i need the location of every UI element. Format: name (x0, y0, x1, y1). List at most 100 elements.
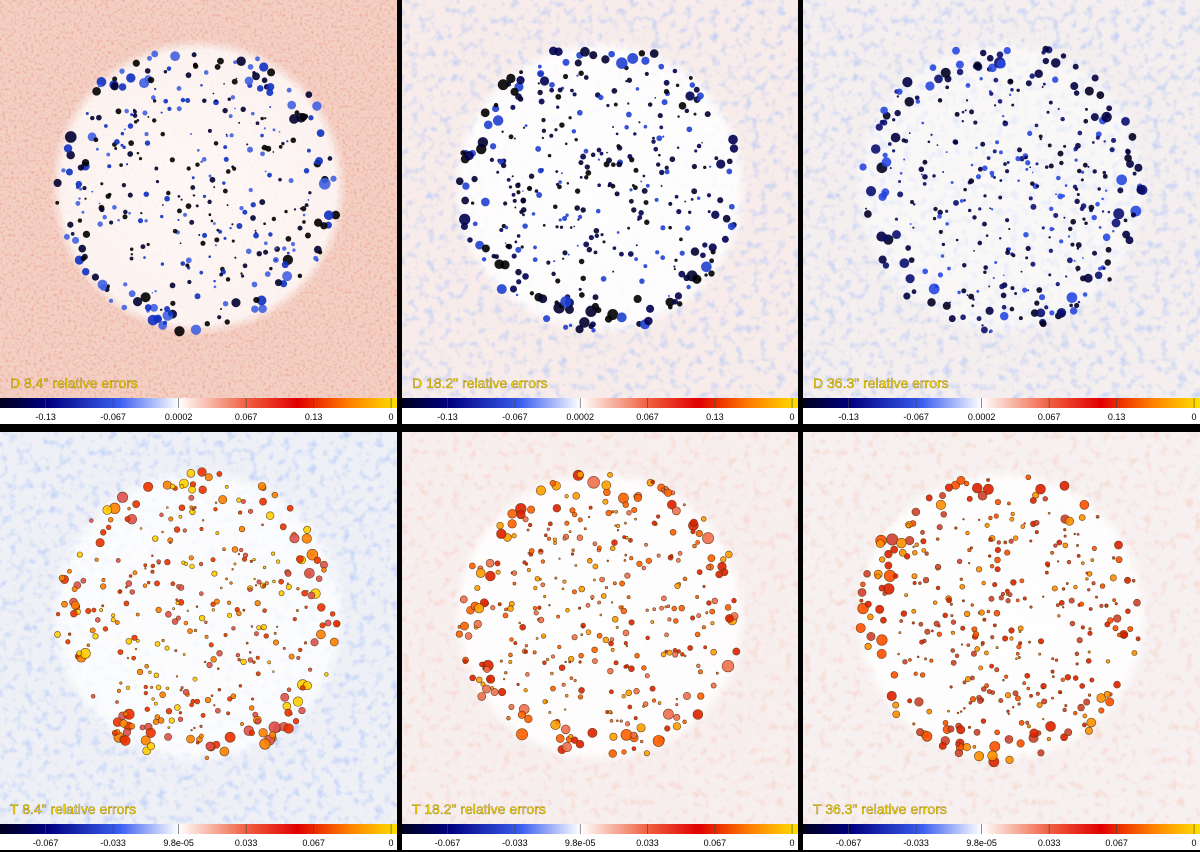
source (226, 600, 232, 605)
source (70, 609, 78, 618)
source (640, 180, 643, 183)
source (541, 136, 544, 140)
source (542, 223, 546, 227)
source (904, 96, 915, 107)
source (905, 523, 911, 529)
source (186, 468, 196, 478)
source (229, 227, 232, 230)
source (982, 165, 988, 171)
source (597, 600, 602, 605)
source (1000, 591, 1006, 597)
source (600, 276, 607, 282)
source (732, 647, 741, 656)
source (1051, 657, 1055, 661)
source (1011, 103, 1015, 107)
source (255, 655, 260, 660)
source (585, 169, 592, 176)
source (1060, 677, 1066, 682)
source (262, 565, 267, 570)
source (714, 156, 719, 161)
source (676, 146, 680, 149)
source (96, 77, 107, 87)
source (511, 570, 518, 576)
source (975, 174, 982, 180)
source (151, 50, 159, 58)
source (926, 708, 933, 715)
source (606, 559, 610, 563)
colorbar (0, 824, 397, 834)
panel: T 8.4" relative errors-0.067 -0.033 9.8e-0… (0, 432, 397, 850)
source (504, 225, 509, 230)
source (576, 244, 579, 247)
source (1117, 187, 1124, 194)
source (950, 630, 955, 635)
source (975, 146, 978, 150)
source (981, 324, 984, 327)
source (231, 546, 239, 553)
source (1072, 63, 1079, 70)
source (80, 256, 86, 262)
source (1102, 173, 1108, 179)
source (569, 226, 573, 229)
source (222, 547, 226, 552)
source (216, 471, 223, 477)
source (661, 99, 668, 106)
source (578, 258, 585, 265)
source (253, 296, 260, 304)
source (983, 265, 988, 270)
source (592, 563, 599, 570)
source (72, 236, 80, 244)
source (892, 230, 901, 240)
source (675, 558, 681, 563)
source (695, 540, 700, 545)
source (1092, 169, 1097, 174)
source (696, 97, 701, 102)
source (946, 597, 953, 604)
source (554, 576, 558, 580)
source (937, 214, 942, 219)
source (945, 209, 949, 213)
source (192, 62, 198, 68)
source (81, 158, 90, 167)
source (188, 494, 195, 501)
source (253, 577, 256, 581)
source (227, 696, 233, 702)
source (139, 77, 150, 89)
source (199, 270, 204, 275)
source (70, 232, 75, 236)
source (633, 132, 637, 136)
source (164, 733, 172, 741)
source (152, 535, 159, 542)
source (201, 519, 205, 522)
source (935, 585, 941, 591)
source (922, 576, 930, 584)
source (1109, 147, 1115, 153)
source (700, 252, 706, 259)
source (996, 51, 1004, 58)
source (1018, 316, 1023, 321)
source (269, 106, 272, 108)
source (855, 623, 866, 633)
source (697, 669, 703, 675)
source (269, 266, 273, 271)
source (1044, 165, 1049, 169)
source (1085, 577, 1089, 581)
source (240, 658, 247, 666)
source (634, 257, 639, 261)
source (537, 64, 542, 69)
source (597, 183, 601, 188)
source (259, 62, 269, 72)
source (185, 257, 192, 264)
source (918, 621, 924, 627)
source (673, 265, 676, 268)
source (462, 182, 470, 190)
source (147, 76, 155, 84)
source (296, 655, 301, 660)
source (988, 595, 995, 602)
source (701, 261, 712, 273)
source (685, 91, 695, 101)
source (864, 642, 872, 651)
source (183, 620, 189, 626)
source (307, 199, 310, 201)
source (539, 76, 550, 86)
